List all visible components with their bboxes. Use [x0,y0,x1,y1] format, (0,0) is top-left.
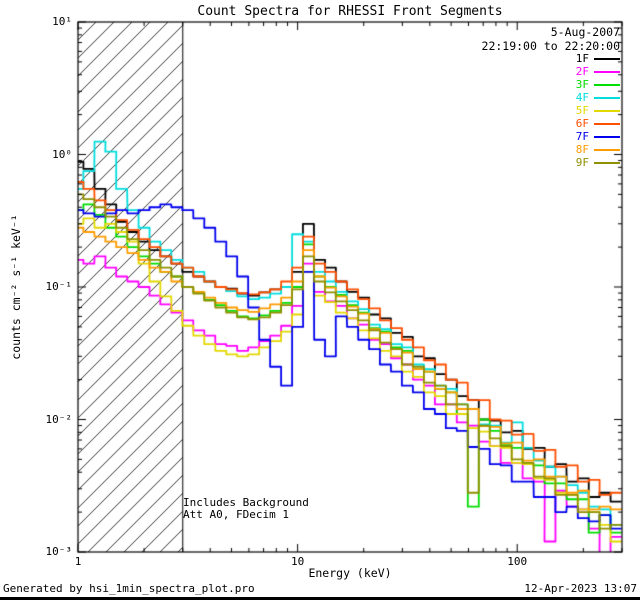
legend-line-sample [594,84,620,86]
legend-label: 2F [575,65,589,78]
page-title: Count Spectra for RHESSI Front Segments [197,4,503,19]
legend-line-sample [594,136,620,138]
legend-label: 3F [575,78,589,91]
legend-entry: 7F [576,131,620,143]
legend-label: 5F [575,104,589,117]
legend-label: 4F [575,91,589,104]
footer-timestamp: 12-Apr-2023 13:07 [524,582,637,595]
legend-entry: 9F [576,157,620,169]
legend-entry: 5F [576,105,620,117]
legend-line-sample [594,149,620,151]
legend-label: 1F [575,52,589,65]
legend-entry: 2F [576,66,620,78]
legend-line-sample [594,97,620,99]
x-axis-label: Energy (keV) [308,566,392,580]
legend-entry: 1F [576,53,620,65]
x-tick-label: 10 [290,555,305,568]
y-tick-label: 10⁻¹ [45,280,73,293]
legend-entry: 8F [576,144,620,156]
footer-generator-text: Generated by hsi_1min_spectra_plot.pro [3,582,255,595]
legend-line-sample [594,71,620,73]
legend-label: 7F [575,130,589,143]
legend-label: 9F [575,156,589,169]
legend-label: 8F [575,143,589,156]
y-tick-label: 10⁻² [45,412,73,426]
window-bottom-edge [0,597,640,600]
legend-entry: 4F [576,92,620,104]
legend-line-sample [594,162,620,164]
legend: 1F 2F 3F 4F 5F 6F 7F 8F 9F [576,53,620,169]
observation-date: 5-Aug-2007 [550,25,620,39]
y-tick-label: 10¹ [52,15,72,28]
annotation-includes-background: Includes Background [183,496,309,509]
x-tick-label: 1 [74,555,82,568]
observation-interval: 22:19:00 to 22:20:00 [481,39,620,53]
annotation-attenuator-state: Att A0, FDecim 1 [183,508,289,521]
x-tick-label: 100 [507,555,528,568]
legend-entry: 6F [576,118,620,130]
legend-line-sample [594,123,620,125]
legend-line-sample [594,110,620,112]
legend-label: 6F [575,117,589,130]
legend-entry: 3F [576,79,620,91]
y-tick-label: 10⁰ [52,147,72,161]
y-tick-label: 10⁻³ [45,545,73,558]
y-axis-label: counts cm⁻² s⁻¹ keV⁻¹ [9,214,23,360]
legend-line-sample [594,58,620,60]
